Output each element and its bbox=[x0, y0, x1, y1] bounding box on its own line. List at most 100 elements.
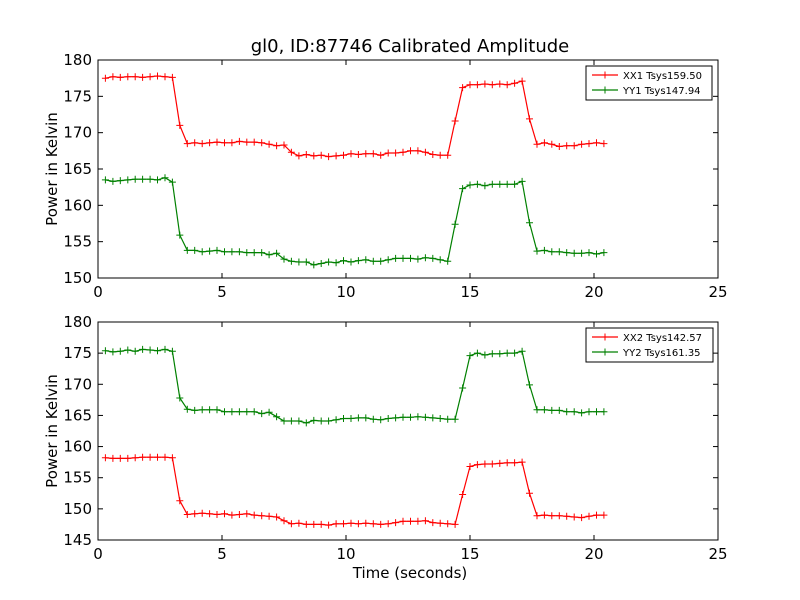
data-point bbox=[421, 148, 429, 156]
data-point bbox=[511, 459, 519, 467]
y-tick-label: 175 bbox=[63, 344, 92, 362]
data-point bbox=[287, 417, 295, 425]
y-tick-label: 160 bbox=[63, 196, 92, 214]
x-tick-label: 25 bbox=[708, 283, 727, 301]
data-point bbox=[221, 510, 228, 518]
data-point bbox=[362, 256, 370, 264]
data-point bbox=[124, 454, 132, 462]
data-point bbox=[161, 345, 169, 353]
data-point bbox=[154, 453, 161, 461]
y-tick-label: 165 bbox=[63, 160, 92, 178]
data-point bbox=[377, 416, 385, 424]
data-point bbox=[593, 250, 600, 258]
y-tick-label: 150 bbox=[63, 500, 92, 518]
y-axis-label: Power in Kelvin bbox=[43, 112, 61, 226]
data-point bbox=[131, 347, 139, 355]
data-point bbox=[399, 413, 407, 421]
data-point bbox=[369, 150, 377, 158]
data-point bbox=[473, 81, 481, 89]
data-point bbox=[161, 73, 169, 81]
data-point bbox=[206, 247, 214, 255]
data-point bbox=[555, 248, 563, 256]
data-point bbox=[273, 249, 281, 257]
data-point bbox=[243, 249, 251, 257]
data-point bbox=[563, 142, 571, 150]
data-point bbox=[116, 73, 124, 81]
y-tick-label: 175 bbox=[63, 87, 92, 105]
data-point bbox=[578, 249, 586, 257]
data-point bbox=[555, 143, 563, 150]
data-point bbox=[533, 406, 541, 414]
data-point bbox=[473, 461, 481, 469]
data-point bbox=[533, 512, 541, 520]
data-point bbox=[540, 246, 548, 254]
y-tick-label: 155 bbox=[63, 233, 92, 251]
data-point bbox=[548, 406, 556, 414]
data-point bbox=[124, 346, 132, 354]
data-point bbox=[109, 73, 117, 81]
data-point bbox=[347, 150, 355, 158]
data-point bbox=[168, 178, 176, 186]
data-point bbox=[206, 406, 214, 414]
data-point bbox=[340, 415, 347, 422]
data-point bbox=[570, 513, 578, 521]
data-point bbox=[280, 141, 288, 149]
plot-frame bbox=[97, 321, 719, 541]
data-point bbox=[287, 520, 295, 528]
data-point bbox=[392, 254, 400, 262]
data-point bbox=[325, 417, 333, 425]
data-point bbox=[570, 249, 578, 257]
data-point bbox=[585, 512, 593, 520]
data-point bbox=[101, 454, 109, 462]
data-point bbox=[600, 408, 608, 416]
data-point bbox=[526, 381, 533, 389]
data-point bbox=[258, 512, 266, 520]
x-tick-label: 20 bbox=[584, 283, 603, 301]
data-point bbox=[362, 414, 370, 422]
data-point bbox=[436, 151, 444, 159]
data-point bbox=[101, 347, 109, 355]
data-point bbox=[131, 454, 139, 462]
x-tick-label: 0 bbox=[93, 283, 103, 301]
data-point bbox=[347, 258, 355, 266]
data-point bbox=[354, 414, 362, 422]
data-point bbox=[392, 414, 400, 422]
data-point bbox=[593, 511, 600, 519]
data-point bbox=[496, 350, 504, 358]
data-point bbox=[384, 520, 392, 528]
data-point bbox=[213, 138, 221, 146]
data-point bbox=[496, 459, 504, 467]
data-point bbox=[481, 182, 489, 190]
data-point bbox=[563, 249, 571, 257]
data-point bbox=[407, 254, 414, 262]
data-point bbox=[384, 256, 392, 264]
data-point bbox=[161, 174, 169, 182]
y-tick-label: 180 bbox=[63, 51, 92, 69]
data-point bbox=[302, 258, 310, 266]
data-point bbox=[459, 384, 467, 392]
data-point bbox=[213, 406, 221, 414]
data-point bbox=[444, 520, 452, 528]
data-point bbox=[221, 408, 228, 416]
data-point bbox=[191, 246, 199, 254]
data-point bbox=[377, 520, 385, 528]
data-point bbox=[451, 220, 459, 228]
data-point bbox=[265, 140, 273, 148]
data-point bbox=[198, 140, 206, 148]
x-tick-label: 0 bbox=[93, 545, 103, 563]
data-point bbox=[146, 73, 154, 81]
data-point bbox=[503, 349, 511, 357]
data-point bbox=[183, 246, 191, 254]
x-tick-label: 10 bbox=[336, 283, 355, 301]
data-point bbox=[250, 249, 258, 257]
data-point bbox=[258, 410, 266, 418]
data-point bbox=[332, 152, 340, 160]
series-1 bbox=[101, 453, 608, 529]
data-point bbox=[317, 260, 325, 267]
data-point bbox=[540, 406, 548, 414]
data-point bbox=[154, 72, 161, 80]
data-point bbox=[265, 251, 273, 259]
data-point bbox=[213, 246, 221, 254]
data-point bbox=[503, 459, 511, 467]
y-tick-label: 145 bbox=[63, 531, 92, 549]
